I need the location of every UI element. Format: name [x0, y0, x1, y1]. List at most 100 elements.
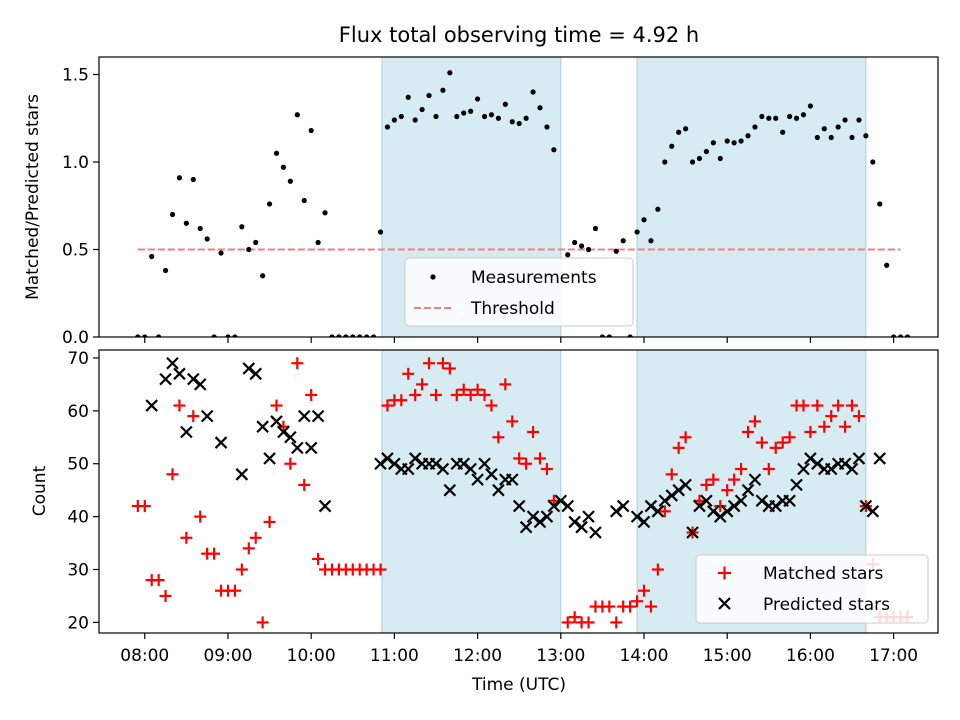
measurement-point: [162, 267, 169, 274]
measurement-point: [578, 243, 585, 249]
measurement-point: [474, 96, 481, 102]
measurement-point: [468, 108, 474, 114]
measurement-point: [197, 225, 203, 232]
matched-star-point: [492, 431, 505, 444]
predicted-star-point: [187, 372, 200, 386]
matched-star-point: [416, 378, 429, 391]
matched-star-point: [797, 399, 810, 412]
matched-star-point: [194, 510, 207, 523]
x-tick-label: 15:00: [703, 646, 752, 666]
measurement-point: [814, 134, 820, 141]
predicted-star-point: [304, 441, 318, 455]
predicted-star-point: [609, 505, 623, 518]
predicted-star-point: [381, 452, 394, 465]
measurement-point: [613, 248, 619, 254]
measurement-point: [169, 211, 176, 218]
measurement-point: [190, 176, 196, 183]
matched-star-point: [457, 383, 470, 396]
top-y-tick-label: 1.0: [62, 153, 89, 173]
measurement-point: [752, 124, 758, 130]
matched-star-point: [658, 505, 671, 518]
predicted-star-point: [277, 425, 290, 439]
predicted-star-point: [589, 526, 602, 539]
predicted-star-point: [374, 457, 387, 471]
predicted-star-point: [873, 452, 887, 465]
matched-star-point: [818, 420, 831, 433]
predicted-star-point: [852, 452, 866, 465]
matched-star-point: [443, 362, 456, 375]
matched-star-point: [839, 420, 852, 433]
measurement-point: [669, 143, 675, 149]
predicted-star-point: [686, 526, 699, 539]
top-legend-box: [404, 257, 634, 327]
measurement-point: [641, 217, 647, 223]
x-tick-label: 10:00: [287, 646, 336, 666]
matched-star-point: [305, 388, 318, 401]
matched-star-point: [561, 616, 574, 629]
predicted-star-point: [755, 494, 769, 508]
predicted-star-point: [783, 494, 796, 508]
matched-star-point: [138, 500, 151, 513]
measurement-point: [246, 246, 252, 253]
matched-star-point: [381, 399, 394, 412]
predicted-star-point: [485, 468, 498, 481]
measurement-point: [357, 334, 363, 337]
predicted-star-point: [554, 494, 568, 508]
measurement-point: [891, 334, 897, 337]
measurement-point: [904, 334, 911, 337]
measurement-point: [551, 147, 557, 153]
matched-star-point: [707, 473, 720, 486]
measurement-point: [488, 112, 495, 118]
measurement-point: [273, 150, 280, 156]
matched-star-point: [166, 468, 179, 481]
matched-star-point: [159, 589, 172, 602]
measurement-point: [676, 129, 682, 135]
top-x-ticks: [144, 337, 895, 343]
measurement-point: [294, 112, 300, 118]
measurement-point: [592, 225, 599, 232]
bottom-legend: Matched stars Predicted stars: [695, 554, 929, 624]
measurement-point: [773, 115, 779, 121]
measurement-point: [440, 87, 446, 93]
measurement-point: [315, 239, 321, 246]
predicted-star-point: [193, 378, 207, 391]
top-y-ticks: 0.0 0.5 1.0 1.5: [62, 66, 99, 348]
measurement-point: [364, 334, 370, 337]
measurement-point: [537, 105, 543, 111]
matched-star-point: [533, 452, 546, 465]
matched-star-point: [700, 478, 713, 491]
measurement-point: [308, 127, 314, 134]
predicted-star-point: [797, 462, 810, 476]
measurement-point: [849, 134, 855, 141]
predicted-star-point: [242, 362, 256, 375]
matched-star-point: [402, 367, 415, 380]
measurement-point: [481, 113, 488, 120]
bottom-y-tick-label: 50: [67, 455, 89, 475]
measurement-point: [655, 206, 661, 212]
matched-star-point: [395, 394, 408, 407]
measurement-point: [572, 239, 578, 246]
bottom-plot-frame: [98, 349, 939, 634]
measurement-point: [447, 70, 453, 76]
measurement-point: [793, 115, 800, 121]
matched-star-point: [735, 463, 748, 476]
matched-star-point: [651, 563, 664, 576]
measurement-point: [599, 334, 605, 337]
predicted-star-point: [200, 409, 214, 423]
legend-label-predicted: Predicted stars: [763, 595, 890, 615]
predicted-star-point: [457, 457, 471, 471]
matched-star-point: [762, 463, 775, 476]
matched-star-point: [742, 425, 755, 438]
predicted-star-point: [672, 483, 685, 497]
matched-star-point: [471, 383, 484, 396]
measurement-point: [696, 155, 703, 162]
matched-star-point: [825, 410, 838, 423]
top-legend: Measurements Threshold: [404, 257, 634, 327]
matched-star-point: [804, 425, 817, 438]
predicted-star-point: [526, 510, 540, 523]
matched-star-point: [624, 600, 637, 613]
predicted-star-point: [159, 372, 172, 386]
predicted-star-point: [540, 510, 554, 523]
matched-star-point: [298, 478, 311, 491]
